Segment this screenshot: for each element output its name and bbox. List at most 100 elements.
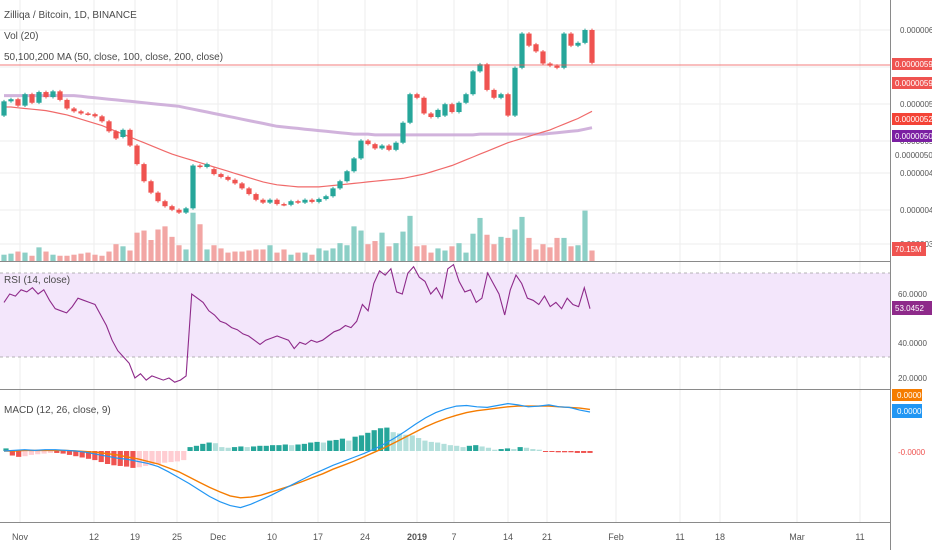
symbol-title: Zilliqa / Bitcoin, 1D, BINANCE [4, 10, 137, 21]
macd-hist-bar [73, 451, 79, 457]
volume-bar [225, 252, 231, 261]
candle-body [414, 94, 420, 98]
macd-indicator-label[interactable]: MACD (12, 26, close, 9) [4, 405, 111, 416]
macd-hist-bar [581, 451, 587, 453]
volume-bar [239, 251, 245, 261]
candle-body [239, 183, 245, 189]
candle-body [113, 131, 119, 139]
ma-indicator-label[interactable]: 50,100,200 MA (50, close, 100, close, 20… [4, 52, 223, 63]
candle-body [400, 122, 406, 143]
macd-hist-bar [28, 451, 34, 455]
candle-body [85, 113, 91, 115]
volume-bar [568, 246, 574, 261]
volume-indicator-label[interactable]: Vol (20) [4, 31, 38, 42]
volume-bar [232, 251, 238, 261]
candle-body [407, 94, 413, 123]
candle-body [267, 199, 273, 203]
time-axis[interactable]: Nov 12 19 25 Dec 10 17 24 2019 7 14 21 Feb 11 18 Mar 11 [12, 532, 865, 542]
volume-bar [582, 210, 588, 261]
volume-bar [57, 255, 63, 261]
candle-body [533, 44, 539, 52]
rsi-series [3, 263, 591, 383]
candle-body [15, 99, 21, 106]
candle-body [337, 181, 343, 189]
rsi-line [3, 263, 591, 383]
candle-body [281, 204, 287, 206]
macd-hist-bar [377, 428, 384, 451]
ma-purple-line [4, 94, 593, 137]
svg-text:0.00000502: 0.00000502 [895, 132, 932, 141]
macd-hist-bar [149, 451, 155, 466]
macd-hist-bar [308, 442, 314, 451]
candle-body [526, 33, 532, 46]
volume-bar [477, 217, 483, 261]
volume-bar [15, 251, 21, 261]
candles[interactable] [1, 28, 595, 215]
candle-body [540, 51, 546, 64]
volume-bar [491, 244, 497, 261]
macd-hist-bar [130, 451, 136, 468]
macd-hist-bar [289, 445, 295, 451]
candle-body [330, 188, 336, 197]
macd-hist-bar [333, 439, 339, 451]
candle-body [372, 144, 378, 149]
svg-text:0.0000: 0.0000 [897, 407, 922, 416]
volume-bar [526, 237, 532, 261]
candle-body [127, 129, 133, 146]
volume-bar [8, 253, 14, 261]
volume-bar [351, 226, 357, 261]
candle-body [253, 194, 259, 200]
volume-bar [456, 243, 462, 261]
candle-body [71, 108, 77, 112]
volume-bar [344, 245, 350, 261]
volume-bar [358, 230, 364, 261]
macd-hist-bar [270, 445, 276, 451]
macd-hist-bar [523, 447, 530, 451]
volume-bar [155, 229, 161, 261]
volume-bar [484, 234, 490, 261]
macd-hist-bar [162, 451, 168, 463]
volume-bar [589, 250, 595, 261]
macd-hist-bar [428, 441, 434, 451]
candle-body [491, 89, 497, 98]
moving-averages [4, 94, 593, 188]
volume-bar [211, 245, 217, 261]
volume-bar [162, 226, 168, 261]
time-axis-label: 7 [451, 532, 456, 542]
volume-bar [190, 212, 196, 261]
candle-body [43, 92, 49, 98]
candle-body [183, 208, 189, 213]
volume-bar [218, 248, 224, 261]
time-axis-label: Mar [789, 532, 805, 542]
volume-bar [22, 252, 28, 261]
candle-body [106, 121, 112, 132]
svg-text:-0.0000: -0.0000 [898, 448, 926, 457]
macd-hist-bar [295, 444, 301, 451]
candle-body [50, 91, 56, 98]
volume-bar [260, 249, 266, 261]
macd-hist-bar [231, 447, 238, 451]
volume-bar [407, 215, 413, 261]
price-axis-tick: 0.00000450 [900, 169, 932, 178]
svg-text:70.15M: 70.15M [895, 245, 922, 254]
rsi-indicator-label[interactable]: RSI (14, close) [4, 275, 70, 286]
candle-body [1, 101, 7, 116]
candle-body [22, 94, 28, 106]
volume-bar [512, 229, 518, 261]
candle-body [358, 140, 364, 159]
macd-hist-bar [85, 451, 92, 459]
rsi-axis-tick: 60.0000 [898, 290, 927, 299]
macd-hist-bar [396, 433, 403, 451]
volume-bar [71, 254, 77, 261]
macd-hist-bar [111, 451, 117, 466]
volume-bar [533, 249, 539, 261]
candle-body [176, 209, 182, 213]
candle-body [162, 201, 168, 207]
time-axis-label: Nov [12, 532, 29, 542]
svg-text:0.00000597: 0.00000597 [895, 60, 932, 69]
macd-hist-bar [314, 441, 320, 451]
candle-body [386, 145, 392, 150]
candle-body [316, 199, 322, 202]
price-tag-ma50: 0.00000524 [892, 113, 932, 125]
